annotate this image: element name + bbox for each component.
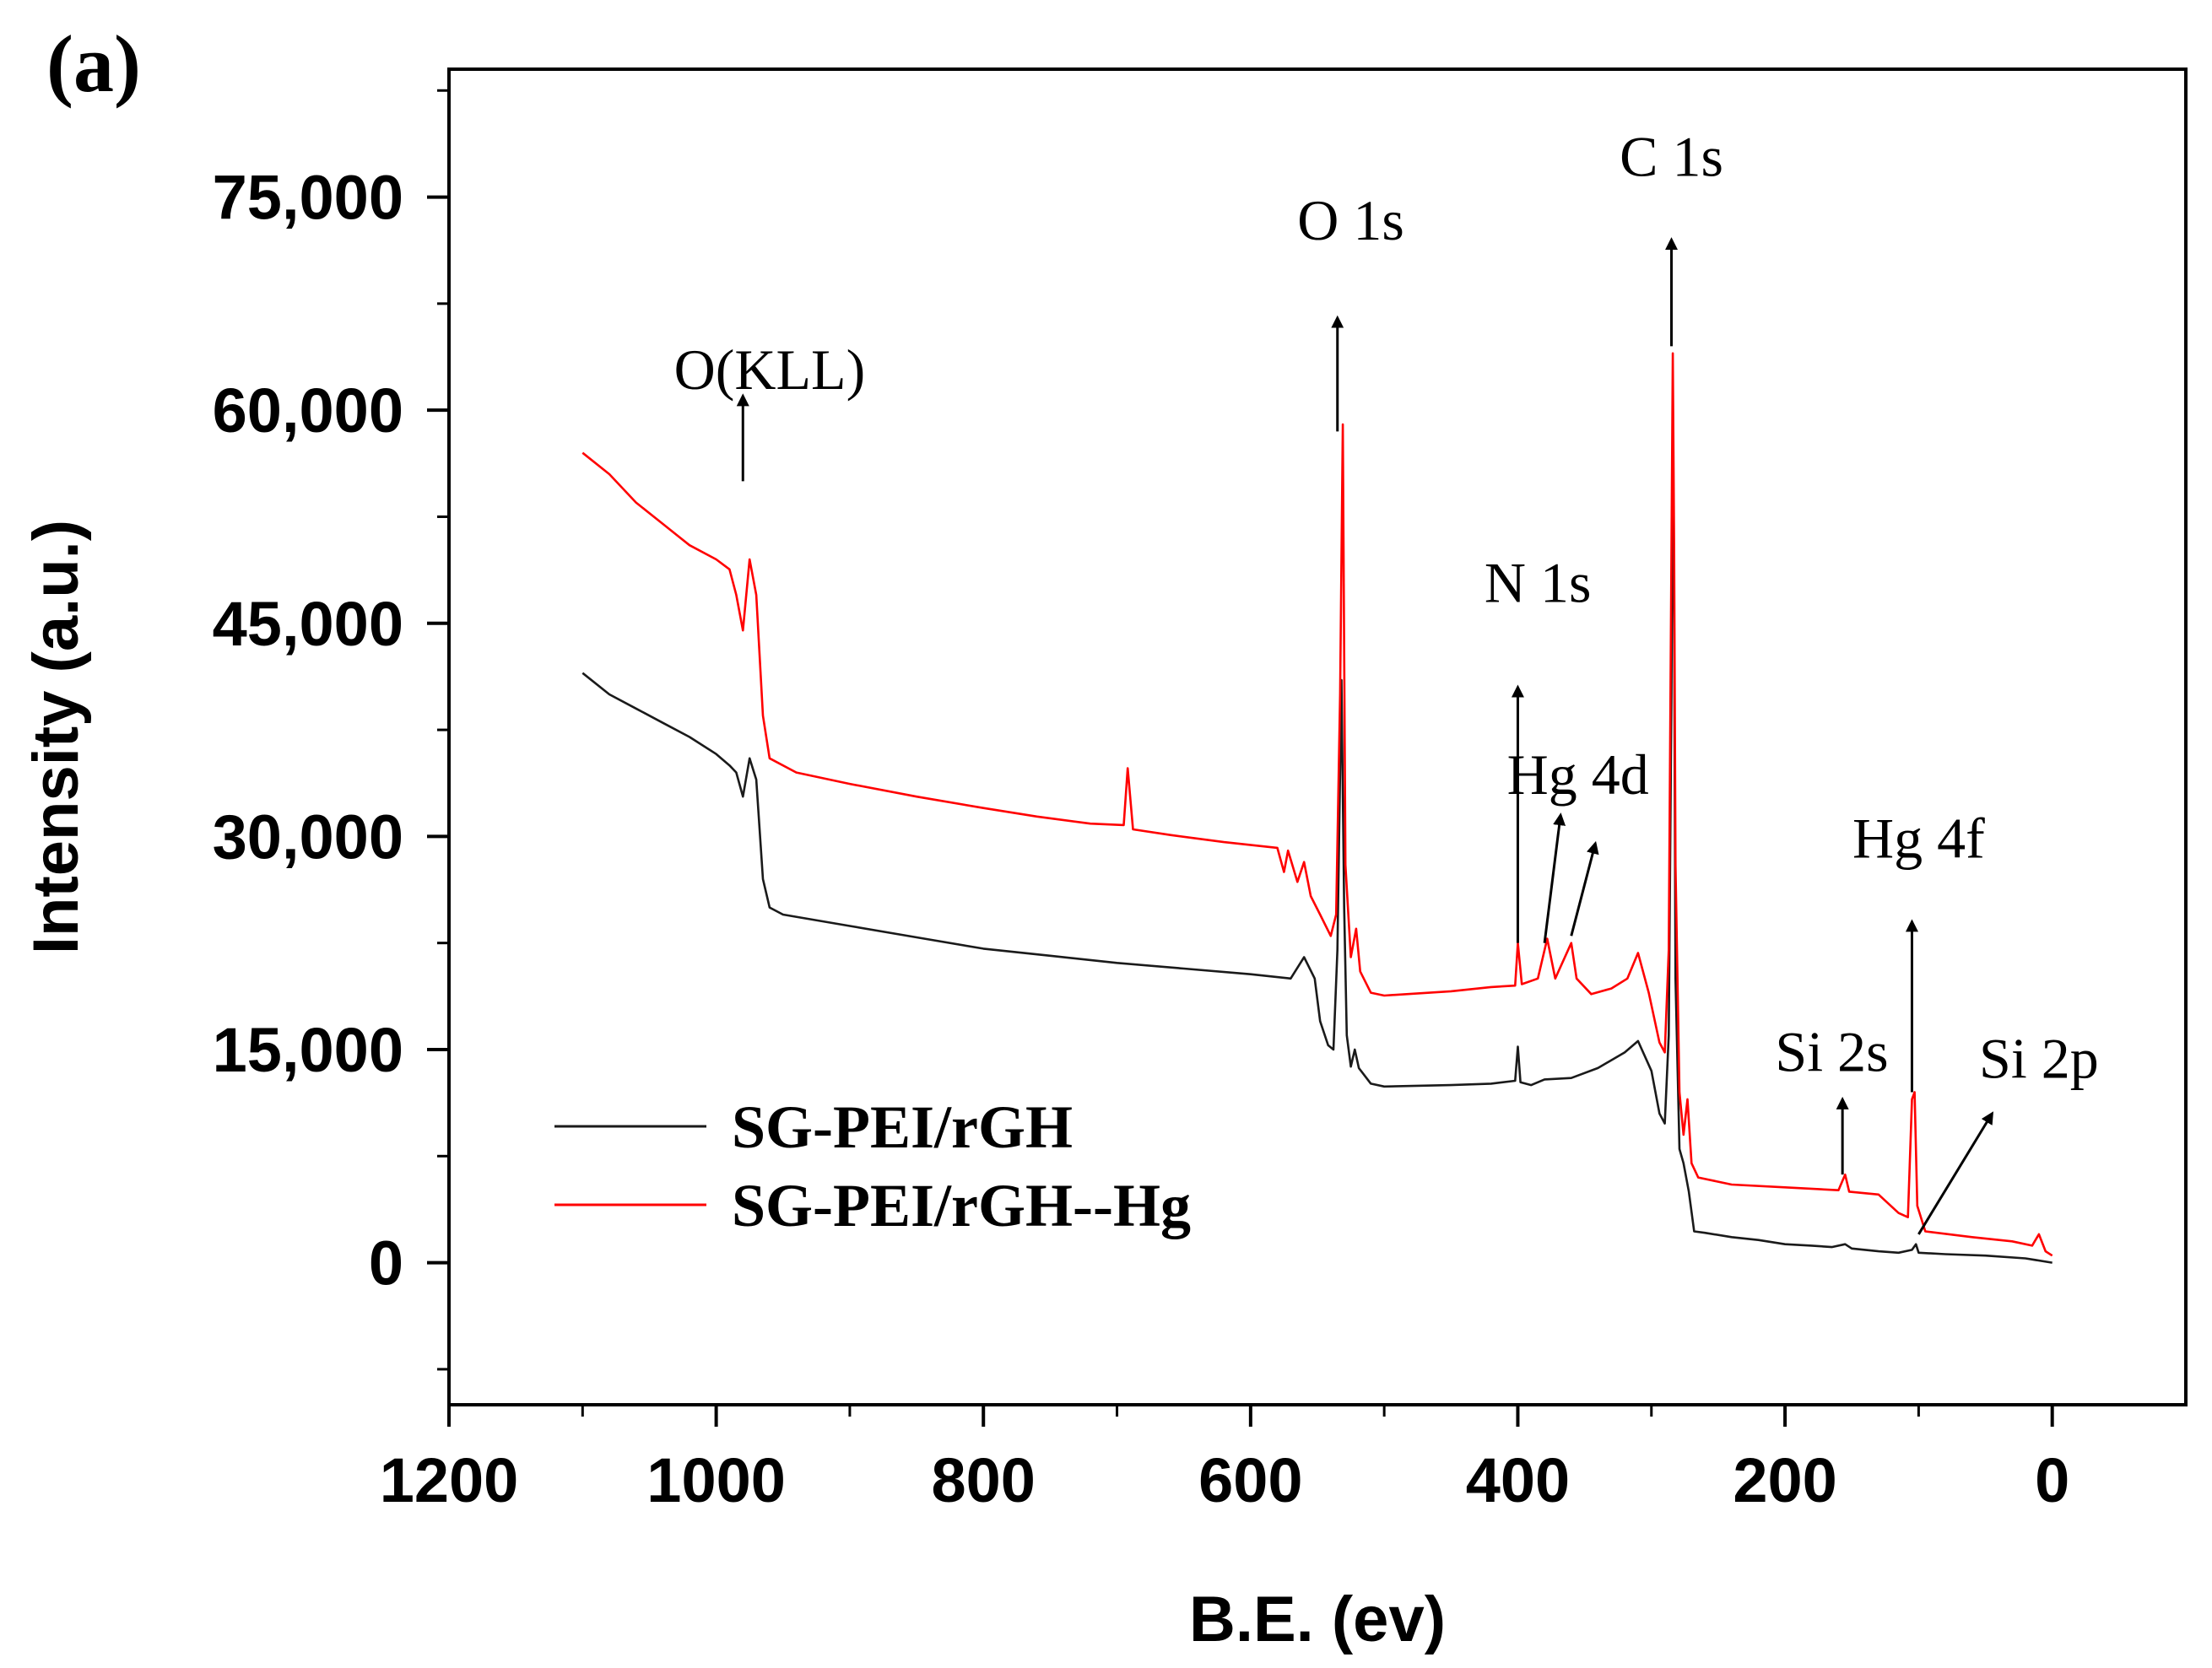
panel-label: (a) bbox=[46, 19, 141, 109]
annotation-label: Hg 4f bbox=[1852, 807, 1985, 871]
annotation-label: O(KLL) bbox=[674, 337, 866, 402]
y-tick-label: 15,000 bbox=[213, 1015, 403, 1085]
plot-frame bbox=[447, 67, 2188, 1406]
plot-area: 1200 1000 800 600 400 200 0 0 15,000 30,000 45,00… bbox=[213, 67, 2188, 1515]
peak-annotations: O(KLL) O 1s C 1s N 1s Hg 4d Hg 4f Si 2s Si 2p bbox=[674, 124, 2099, 1235]
legend-label: SG-PEI/rGH--Hg bbox=[732, 1172, 1191, 1239]
x-axis: 1200 1000 800 600 400 200 0 bbox=[380, 1405, 2069, 1515]
y-tick-label: 30,000 bbox=[213, 802, 403, 872]
x-tick-label: 600 bbox=[1198, 1445, 1302, 1515]
series-line-1 bbox=[581, 408, 2052, 1264]
annotation-arrow bbox=[1570, 840, 1599, 937]
legend-label: SG-PEI/rGH bbox=[732, 1093, 1073, 1161]
series-line-2 bbox=[581, 352, 2053, 1257]
y-axis: 0 15,000 30,000 45,000 60,000 75,000 bbox=[213, 89, 449, 1371]
legend: SG-PEI/rGH SG-PEI/rGH--Hg bbox=[554, 1093, 1191, 1239]
annotation-arrow bbox=[1917, 1111, 1994, 1235]
x-axis-title: B.E. (ev) bbox=[1189, 1584, 1446, 1655]
x-tick-label: 1200 bbox=[380, 1445, 519, 1515]
annotation-label: Si 2s bbox=[1775, 1019, 1888, 1083]
y-tick-label: 45,000 bbox=[213, 589, 403, 659]
data-series bbox=[581, 352, 2053, 1264]
annotation-arrow bbox=[1543, 812, 1566, 943]
annotation-label: N 1s bbox=[1485, 551, 1592, 615]
y-tick-label: 75,000 bbox=[213, 163, 403, 233]
x-tick-label: 400 bbox=[1466, 1445, 1570, 1515]
x-tick-label: 1000 bbox=[646, 1445, 786, 1515]
annotation-label: Si 2p bbox=[1979, 1027, 2099, 1091]
annotation-label: Hg 4d bbox=[1507, 742, 1649, 807]
x-tick-label: 200 bbox=[1733, 1445, 1836, 1515]
y-tick-label: 60,000 bbox=[213, 375, 403, 445]
y-tick-label: 0 bbox=[369, 1228, 403, 1298]
annotation-label: C 1s bbox=[1620, 124, 1723, 188]
annotation-label: O 1s bbox=[1297, 188, 1404, 252]
y-axis-title: Intensity (a.u.) bbox=[20, 520, 92, 954]
x-tick-label: 800 bbox=[931, 1445, 1035, 1515]
x-tick-label: 0 bbox=[2035, 1445, 2069, 1515]
